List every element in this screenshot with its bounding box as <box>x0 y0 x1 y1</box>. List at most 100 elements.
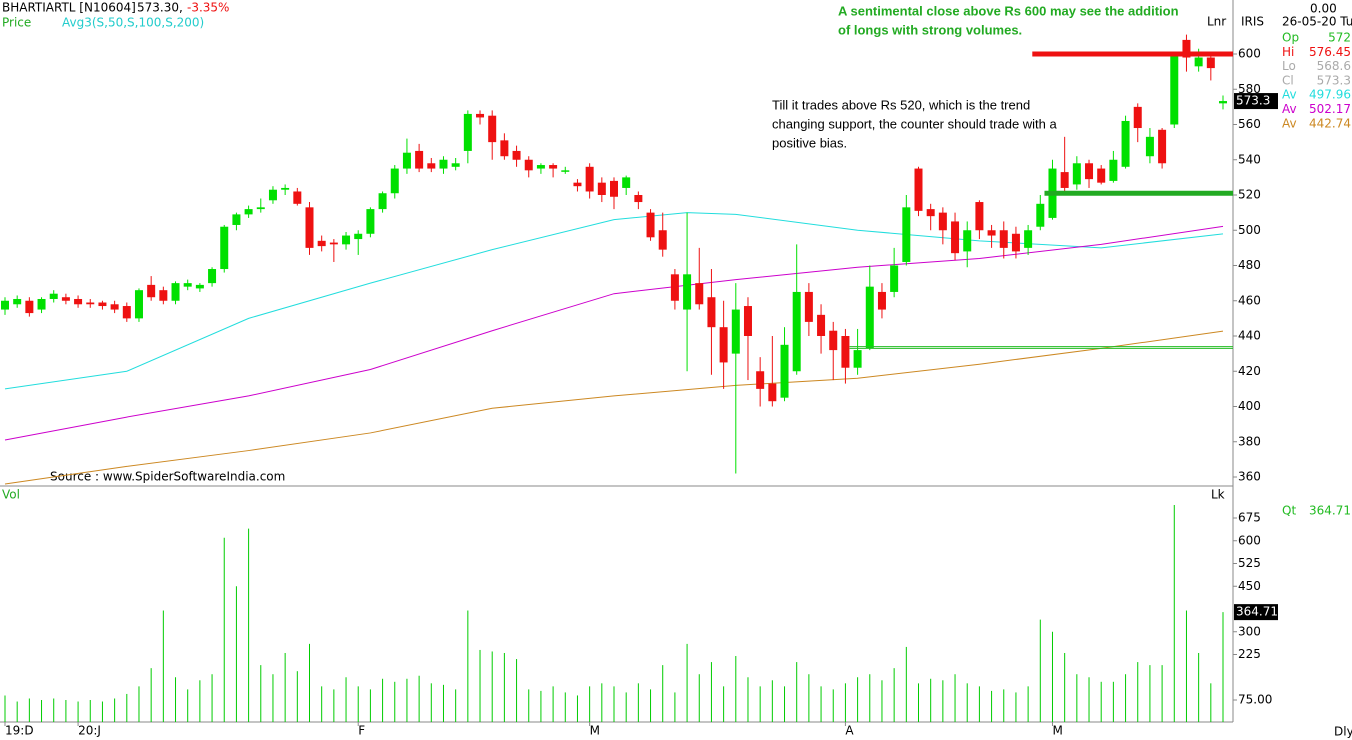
candle-body <box>646 212 655 238</box>
candle-body <box>451 163 460 167</box>
panel-value: 364.71 <box>1309 504 1351 518</box>
panel-value: 568.6 <box>1317 59 1351 73</box>
change: -3.35% <box>187 1 229 15</box>
candle-body <box>731 309 740 354</box>
y-tick-label: 360 <box>1238 470 1261 484</box>
candle-body <box>536 165 545 169</box>
candle-body <box>634 195 643 203</box>
candle-body <box>49 293 58 299</box>
candle-body <box>317 240 326 247</box>
candle-body <box>573 182 582 187</box>
candle-body <box>610 180 618 197</box>
candle-body <box>719 327 728 363</box>
candle-body <box>110 304 119 310</box>
candle-body <box>914 168 923 211</box>
panel-name: IRIS <box>1241 15 1264 29</box>
candle-body <box>524 159 533 171</box>
y-tick-label: 400 <box>1238 399 1261 413</box>
candle-body <box>25 300 34 314</box>
candle-body <box>1158 129 1167 164</box>
panel-label: Hi <box>1282 45 1294 59</box>
candle-body <box>1145 136 1154 157</box>
candle-body <box>951 221 960 254</box>
candle-body <box>1194 57 1203 67</box>
panel-label: Av <box>1282 116 1297 130</box>
price-label: Price <box>2 16 31 30</box>
candle-body <box>1133 106 1142 129</box>
candle-body <box>74 298 83 305</box>
candle-body <box>658 230 667 250</box>
candle-body <box>378 193 387 210</box>
candle-body <box>476 113 485 118</box>
annotation: A sentimental close above Rs 600 may see… <box>838 3 1179 18</box>
panel-date: 26-05-20 Tu <box>1282 15 1352 29</box>
y-tick-label: 380 <box>1238 434 1261 448</box>
candle-body <box>244 209 253 215</box>
candle-body <box>208 269 217 284</box>
candle-body <box>390 168 399 194</box>
vol-tick-label: 675 <box>1238 511 1261 525</box>
y-tick-label: 600 <box>1238 47 1261 61</box>
y-tick-label: 440 <box>1238 329 1261 343</box>
candle-body <box>1011 233 1020 252</box>
candle-body <box>86 302 95 305</box>
candle-body <box>1060 172 1069 188</box>
vol-tick-label: 300 <box>1238 624 1261 638</box>
y-tick-label: 480 <box>1238 258 1261 272</box>
candle-body <box>1024 230 1033 248</box>
candle-body <box>439 159 448 169</box>
candle-body <box>61 297 70 301</box>
candle-body <box>829 330 838 351</box>
annotation: changing support, the counter should tra… <box>772 116 1058 131</box>
candle-body <box>585 166 594 192</box>
candle-body <box>975 202 984 231</box>
period: Dly <box>1334 725 1352 739</box>
candle-body <box>622 177 631 188</box>
panel-value: 442.74 <box>1309 116 1351 130</box>
candle-body <box>1219 101 1227 104</box>
vol-tick-label: 225 <box>1238 647 1261 661</box>
candle-body <box>366 209 375 234</box>
avg-label: Avg3(S,50,S,100,S,200) <box>62 16 204 30</box>
y-tick-label: 580 <box>1238 82 1261 96</box>
vol-tick-label: 75.00 <box>1238 693 1272 707</box>
candle-body <box>1206 57 1215 69</box>
symbol: BHARTIARTL [N10604] <box>2 1 136 15</box>
y-tick-label: 560 <box>1238 117 1261 131</box>
x-tick-label: A <box>845 724 854 738</box>
lk-label: Lk <box>1211 488 1225 502</box>
candle-body <box>817 314 826 336</box>
candle-body <box>549 165 558 169</box>
panel-label: Qt <box>1282 504 1296 518</box>
candle-body <box>415 150 424 169</box>
candle-body <box>707 297 716 328</box>
x-tick-label: M <box>1052 724 1062 738</box>
candle-body <box>987 230 996 236</box>
candle-body <box>1 300 9 310</box>
candle-body <box>804 291 813 322</box>
panel-value: 497.96 <box>1309 88 1351 102</box>
panel-value: 572 <box>1328 31 1351 45</box>
candle-body <box>1109 159 1118 181</box>
panel-value: 573.3 <box>1317 73 1351 87</box>
candle-body <box>670 274 679 301</box>
candle-body <box>792 291 801 372</box>
candle-body <box>342 235 351 245</box>
candle-body <box>256 207 265 210</box>
annotation: Till it trades above Rs 520, which is th… <box>772 97 1030 112</box>
candle-body <box>853 350 862 368</box>
y-tick-label: 420 <box>1238 364 1261 378</box>
moving-average <box>4 225 1224 441</box>
candle-body <box>1097 168 1106 183</box>
panel-top: 0.00 <box>1310 2 1337 16</box>
candle-body <box>37 298 46 310</box>
candle-body <box>512 150 521 160</box>
candle-body <box>1121 120 1130 167</box>
candle-body <box>122 306 131 319</box>
x-tick-label: F <box>358 724 365 738</box>
y-tick-label: 460 <box>1238 293 1261 307</box>
candle-body <box>877 291 886 310</box>
candle-body <box>841 336 850 368</box>
volume-marker-label: 364.71 <box>1236 605 1278 619</box>
